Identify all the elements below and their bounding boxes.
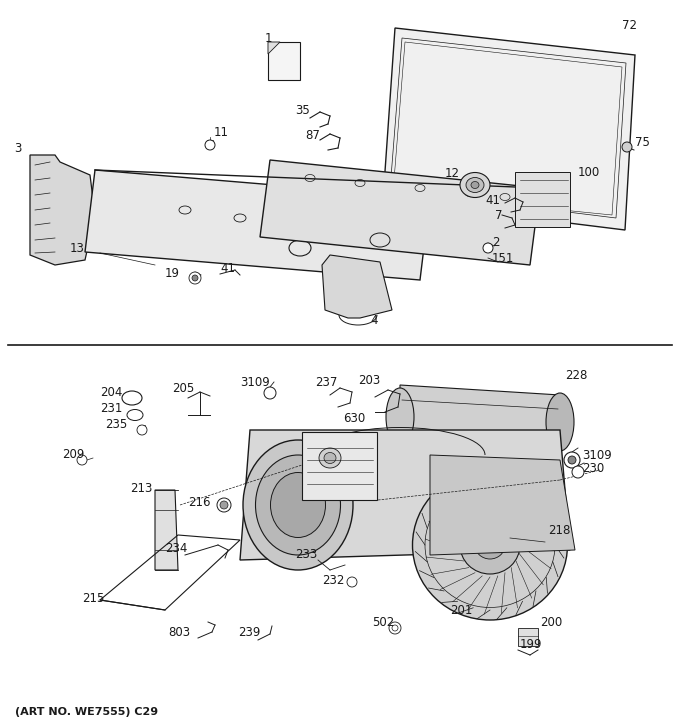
Polygon shape xyxy=(260,160,540,265)
Text: 502: 502 xyxy=(372,616,394,629)
Text: 228: 228 xyxy=(565,368,588,381)
Polygon shape xyxy=(430,455,575,555)
Polygon shape xyxy=(383,28,635,230)
Circle shape xyxy=(264,387,276,399)
Text: 230: 230 xyxy=(582,462,605,474)
Ellipse shape xyxy=(324,452,336,463)
Ellipse shape xyxy=(471,181,479,188)
Ellipse shape xyxy=(475,531,505,559)
Polygon shape xyxy=(322,255,392,318)
Text: 203: 203 xyxy=(358,373,380,386)
Ellipse shape xyxy=(460,173,490,197)
Bar xyxy=(302,432,377,500)
Text: 41: 41 xyxy=(485,194,500,207)
Text: 72: 72 xyxy=(622,19,637,31)
Ellipse shape xyxy=(319,448,341,468)
Ellipse shape xyxy=(466,178,484,193)
Text: 215: 215 xyxy=(82,592,104,605)
Polygon shape xyxy=(30,155,95,265)
Text: 2: 2 xyxy=(492,236,500,249)
Ellipse shape xyxy=(546,393,574,451)
Ellipse shape xyxy=(386,388,414,446)
Ellipse shape xyxy=(413,470,568,620)
Text: 201: 201 xyxy=(450,603,473,616)
Text: 199: 199 xyxy=(520,639,543,652)
Text: 231: 231 xyxy=(100,402,122,415)
Circle shape xyxy=(220,501,228,509)
Circle shape xyxy=(189,272,201,284)
Text: 1: 1 xyxy=(265,31,273,44)
Circle shape xyxy=(564,452,580,468)
Circle shape xyxy=(217,498,231,512)
Text: 630: 630 xyxy=(343,412,365,425)
Circle shape xyxy=(205,140,215,150)
Text: 19: 19 xyxy=(165,267,180,280)
Polygon shape xyxy=(240,430,570,560)
Text: 35: 35 xyxy=(295,104,310,117)
Ellipse shape xyxy=(271,473,326,537)
Text: 75: 75 xyxy=(635,136,650,149)
Circle shape xyxy=(483,243,493,253)
Text: 209: 209 xyxy=(62,447,84,460)
Text: 4: 4 xyxy=(370,313,377,326)
Circle shape xyxy=(568,456,576,464)
Text: 232: 232 xyxy=(322,573,344,587)
Text: 239: 239 xyxy=(238,626,260,639)
Text: 205: 205 xyxy=(172,381,194,394)
Polygon shape xyxy=(155,490,178,570)
Polygon shape xyxy=(85,170,430,280)
Text: 87: 87 xyxy=(305,128,320,141)
Text: (ART NO. WE7555) C29: (ART NO. WE7555) C29 xyxy=(15,707,158,717)
Ellipse shape xyxy=(243,440,353,570)
Text: 100: 100 xyxy=(578,165,600,178)
Text: 13: 13 xyxy=(70,241,85,254)
Text: 218: 218 xyxy=(548,523,571,536)
Text: 3109: 3109 xyxy=(240,376,270,389)
Ellipse shape xyxy=(256,455,341,555)
Text: 151: 151 xyxy=(492,252,514,265)
Text: 237: 237 xyxy=(315,376,337,389)
Bar xyxy=(518,628,538,646)
Circle shape xyxy=(137,425,147,435)
Text: 12: 12 xyxy=(445,167,460,180)
Text: 3: 3 xyxy=(14,141,21,154)
Text: 204: 204 xyxy=(100,386,122,399)
Text: 41: 41 xyxy=(220,262,235,275)
Text: 803: 803 xyxy=(168,626,190,639)
Text: 11: 11 xyxy=(214,125,229,138)
Ellipse shape xyxy=(460,516,520,574)
Bar xyxy=(515,172,570,227)
Circle shape xyxy=(572,466,584,478)
Text: 213: 213 xyxy=(130,481,152,494)
Polygon shape xyxy=(268,42,280,54)
Text: 233: 233 xyxy=(295,549,318,561)
Text: 235: 235 xyxy=(105,418,127,431)
Polygon shape xyxy=(268,42,300,80)
Text: 7: 7 xyxy=(495,209,503,222)
Polygon shape xyxy=(400,385,560,450)
Text: 234: 234 xyxy=(165,542,188,555)
Text: 216: 216 xyxy=(188,495,211,508)
Circle shape xyxy=(77,455,87,465)
Text: 3109: 3109 xyxy=(582,449,612,462)
Circle shape xyxy=(192,275,198,281)
Text: 200: 200 xyxy=(540,616,562,629)
Circle shape xyxy=(622,142,632,152)
